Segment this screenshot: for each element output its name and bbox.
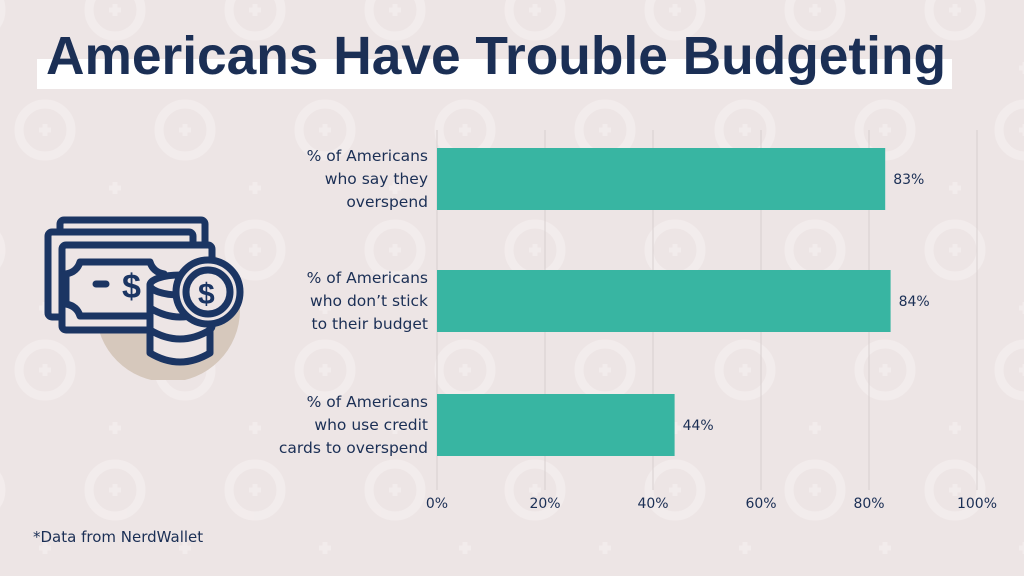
pattern-bubble [14,99,121,194]
x-tick-label: 80% [853,496,884,512]
pattern-bubble [14,339,121,434]
pattern-bubble [924,0,1024,74]
pattern-bubble [294,99,401,194]
pattern-bubble [224,219,331,314]
category-label: who use credit [314,416,428,434]
category-label: who don’t stick [310,292,428,310]
pattern-bubble [994,99,1024,161]
category-label: % of Americans [307,147,428,165]
pattern-bubble [924,219,1024,314]
data-label: 83% [893,172,924,188]
svg-text:$: $ [198,278,215,311]
pattern-bubble [644,459,751,554]
pattern-bubble [0,472,51,554]
category-label: who say they [325,170,428,188]
category-label: % of Americans [307,269,428,287]
pattern-bubble [364,459,471,554]
pattern-bubble [84,459,191,554]
pattern-bubble [784,459,891,554]
category-label: to their budget [312,315,429,333]
category-label: cards to overspend [279,439,428,457]
x-tick-label: 20% [529,496,560,512]
bar [437,394,675,456]
bar [437,270,891,332]
x-tick-label: 40% [637,496,668,512]
category-label: overspend [346,193,428,211]
x-tick-label: 100% [957,496,997,512]
source-note: *Data from NerdWallet [33,528,204,546]
x-tick-label: 0% [426,496,448,512]
data-label: 84% [899,294,930,310]
pattern-bubble [994,339,1024,401]
page-title: Americans Have Trouble Budgeting [46,26,946,86]
title-highlight [37,59,952,89]
pattern-bubble [714,339,821,434]
x-tick-label: 60% [745,496,776,512]
pattern-bubble [154,99,261,194]
money-bills-and-coins-icon: $ $ [44,216,244,380]
title-wrapper: Americans Have Trouble Budgeting [46,26,946,86]
bar [437,148,886,210]
pattern-bubble [854,339,961,434]
pattern-bubble [924,459,1024,554]
svg-text:$: $ [122,268,141,306]
pattern-bubble [294,339,401,434]
pattern-bubble [224,459,331,554]
data-label: 44% [683,418,714,434]
category-label: % of Americans [307,393,428,411]
pattern-bubble [504,459,611,554]
